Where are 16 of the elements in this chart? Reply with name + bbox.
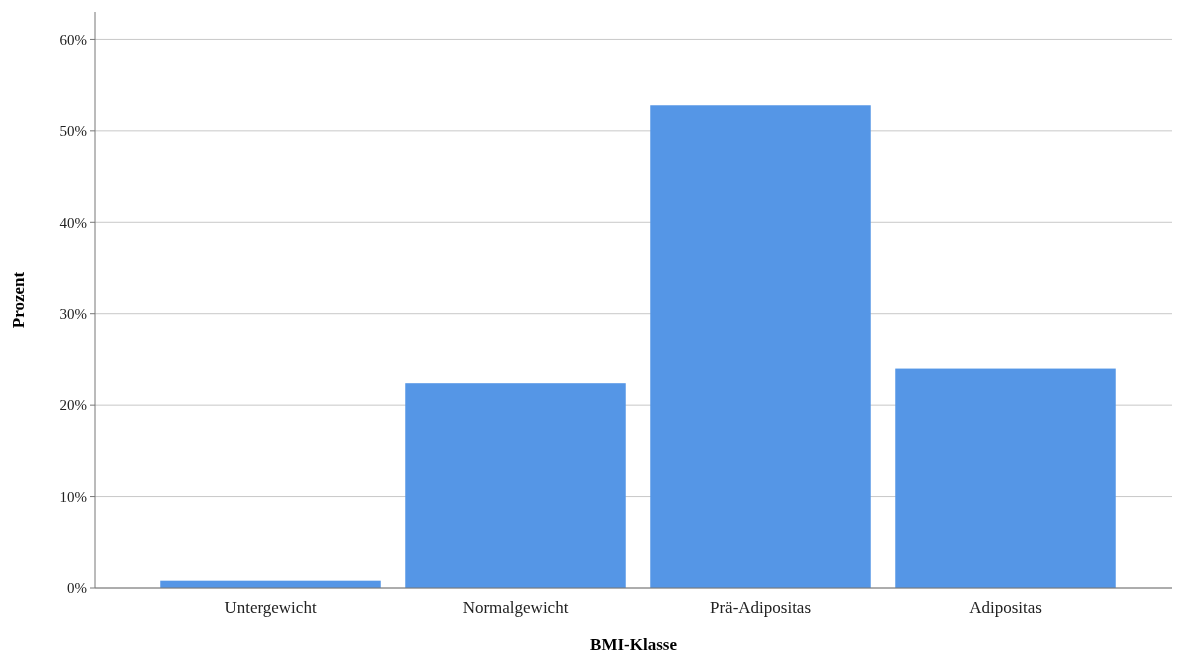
y-tick-label: 0%: [67, 580, 87, 597]
y-tick-label: 40%: [59, 214, 87, 231]
bar: [895, 368, 1116, 588]
x-tick-label: Untergewicht: [224, 598, 317, 617]
y-tick-label: 50%: [59, 123, 87, 140]
bar: [650, 105, 871, 588]
bar: [405, 383, 626, 588]
x-tick-label: Prä-Adipositas: [709, 598, 812, 617]
x-tick-label: Normalgewicht: [462, 598, 569, 617]
y-tick-label: 20%: [59, 397, 87, 414]
y-tick-label: 10%: [59, 488, 87, 505]
y-tick-label: 30%: [59, 305, 87, 322]
x-tick-label: Adipositas: [969, 598, 1042, 617]
x-axis-title: BMI-Klasse: [590, 635, 678, 654]
y-axis-title: Prozent: [9, 271, 28, 329]
y-tick-label: 60%: [59, 31, 87, 48]
